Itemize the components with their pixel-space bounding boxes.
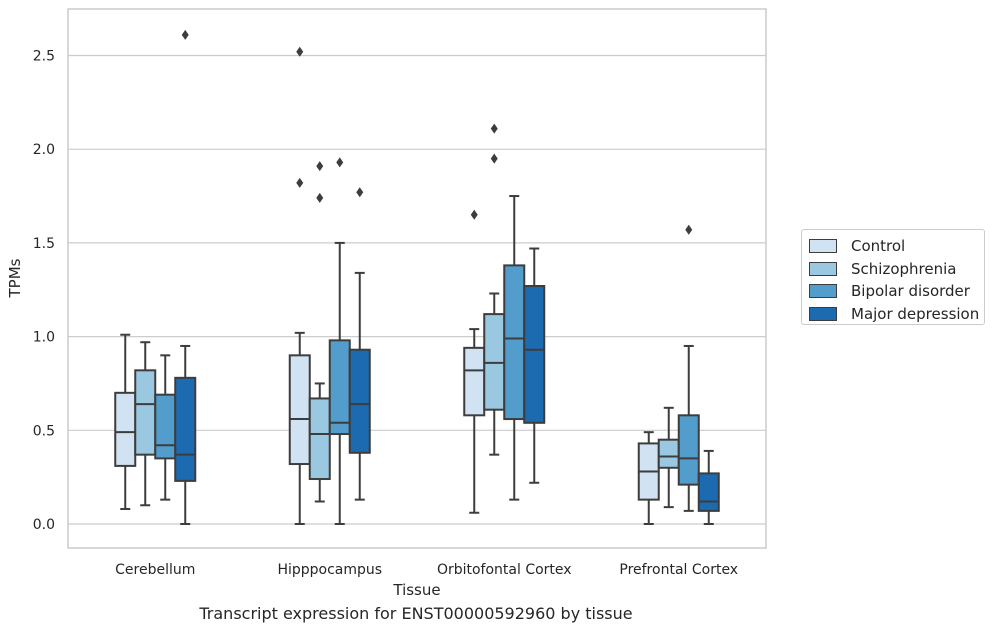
outlier-point bbox=[296, 46, 304, 57]
legend-swatch bbox=[809, 306, 837, 321]
box-schizophrenia bbox=[657, 406, 680, 509]
box-body bbox=[114, 391, 137, 467]
outlier-point bbox=[296, 177, 304, 188]
box-control bbox=[463, 209, 486, 514]
box-body bbox=[174, 376, 197, 482]
outlier-point bbox=[336, 157, 344, 168]
y-axis-label: TPMs bbox=[6, 258, 24, 298]
x-tick-label: Prefrontal Cortex bbox=[619, 562, 738, 578]
outlier-point bbox=[356, 187, 364, 198]
x-tick-label: Cerebellum bbox=[115, 562, 195, 578]
box-body bbox=[463, 346, 486, 417]
box-body bbox=[503, 264, 526, 421]
box-body bbox=[134, 369, 157, 456]
outlier-point bbox=[181, 29, 189, 40]
legend-swatch bbox=[809, 261, 837, 276]
y-tick-label: 0.5 bbox=[33, 423, 55, 439]
box-body bbox=[677, 414, 700, 486]
outlier-point bbox=[490, 123, 498, 134]
chart-caption: Transcript expression for ENST0000059296… bbox=[199, 604, 633, 623]
box-body bbox=[288, 354, 311, 466]
box-bipolar-disorder bbox=[503, 195, 526, 501]
box-control bbox=[114, 333, 137, 511]
legend-label: Bipolar disorder bbox=[851, 282, 970, 301]
y-tick-label: 0.0 bbox=[33, 517, 55, 533]
legend-item: Schizophrenia bbox=[809, 258, 984, 281]
y-tick-label: 1.5 bbox=[33, 236, 55, 252]
outlier-point bbox=[685, 224, 693, 235]
box-schizophrenia bbox=[483, 123, 506, 456]
legend-item: Major depression bbox=[809, 303, 984, 326]
x-tick-label: Orbitofontal Cortex bbox=[437, 562, 572, 578]
box-schizophrenia bbox=[134, 341, 157, 507]
y-tick-labels: 0.0 0.5 1.0 1.5 2.0 2.5 bbox=[33, 49, 55, 534]
box-bipolar-disorder bbox=[154, 354, 177, 501]
box-bipolar-disorder bbox=[328, 157, 351, 525]
outlier-point bbox=[316, 192, 324, 203]
legend-item: Bipolar disorder bbox=[809, 280, 984, 303]
outlier-point bbox=[316, 161, 324, 172]
y-tick-label: 2.5 bbox=[33, 49, 55, 65]
x-tick-labels: Cerebellum Hipppocampus Orbitofontal Corte… bbox=[115, 562, 738, 578]
legend-label: Major depression bbox=[851, 304, 980, 323]
legend-swatch bbox=[809, 284, 837, 299]
legend-swatch bbox=[809, 239, 837, 254]
box-body bbox=[154, 393, 177, 460]
y-tick-label: 1.0 bbox=[33, 330, 55, 346]
box-body bbox=[523, 285, 546, 424]
box-series bbox=[114, 29, 720, 525]
legend-label: Control bbox=[851, 237, 906, 256]
box-schizophrenia bbox=[308, 161, 331, 503]
box-major-depression bbox=[523, 247, 546, 484]
plot-frame bbox=[67, 8, 767, 549]
box-body bbox=[697, 472, 720, 512]
box-major-depression bbox=[697, 449, 720, 525]
box-major-depression bbox=[348, 187, 371, 501]
box-control bbox=[288, 46, 311, 525]
box-body bbox=[308, 397, 331, 481]
box-body bbox=[328, 339, 351, 436]
outlier-point bbox=[490, 153, 498, 164]
legend-label: Schizophrenia bbox=[851, 259, 957, 278]
legend: Control Schizophrenia Bipolar disorder Majo… bbox=[801, 229, 985, 325]
box-body bbox=[657, 438, 680, 469]
x-tick-label: Hipppocampus bbox=[277, 562, 382, 578]
box-bipolar-disorder bbox=[677, 224, 700, 512]
box-control bbox=[637, 431, 660, 525]
outlier-point bbox=[470, 209, 478, 220]
y-tick-label: 2.0 bbox=[33, 142, 55, 158]
box-major-depression bbox=[174, 29, 197, 525]
legend-item: Control bbox=[809, 235, 984, 258]
box-body bbox=[348, 348, 371, 454]
x-axis-label: Tissue bbox=[392, 581, 440, 599]
